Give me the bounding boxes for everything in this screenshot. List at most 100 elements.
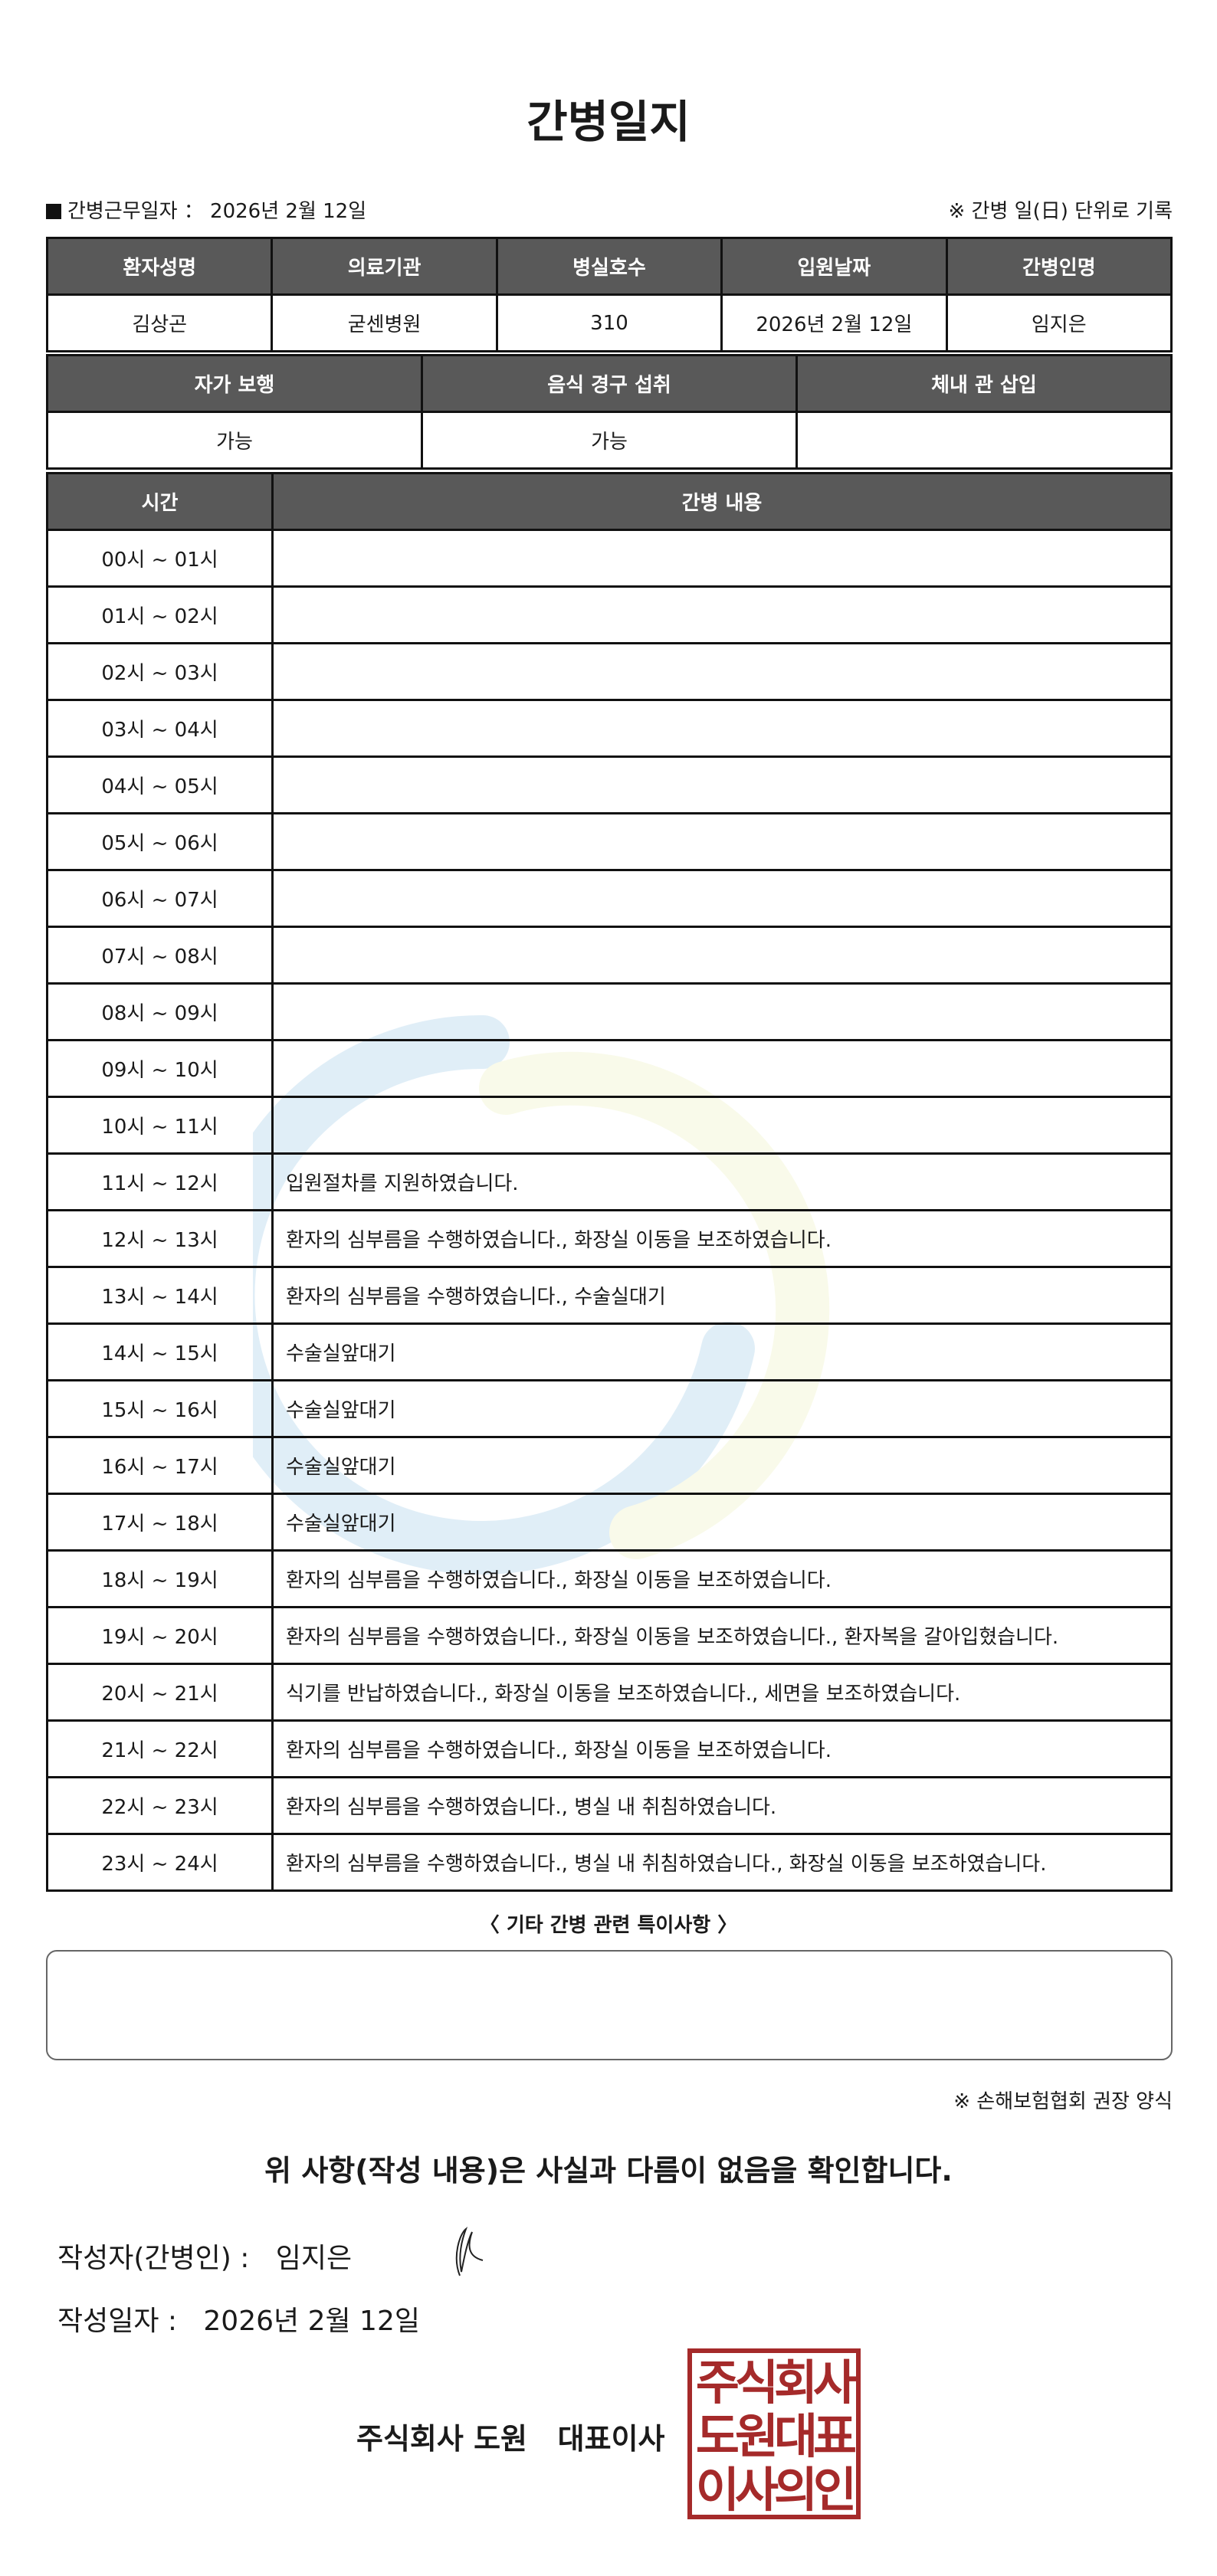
written-date-value: 2026년 2월 12일 bbox=[203, 2306, 420, 2337]
company-representative: 주식회사 도원 대표이사 bbox=[356, 2422, 665, 2456]
time-cell: 22시 ~ 23시 bbox=[46, 1776, 274, 1835]
content-cell: 환자의 심부름을 수행하였습니다., 수술실대기 bbox=[271, 1266, 1173, 1325]
form-note: ※ 손해보험협회 권장 양식 bbox=[953, 2090, 1173, 2113]
time-cell: 11시 ~ 12시 bbox=[46, 1152, 274, 1211]
header-admission-date: 입원날짜 bbox=[720, 237, 948, 296]
content-cell: 수술실앞대기 bbox=[271, 1322, 1173, 1381]
time-cell: 13시 ~ 14시 bbox=[46, 1266, 274, 1325]
time-cell: 21시 ~ 22시 bbox=[46, 1719, 274, 1778]
table-row: 12시 ~ 13시 환자의 심부름을 수행하였습니다., 화장실 이동을 보조하였… bbox=[46, 1209, 1173, 1268]
special-notes-title: 〈 기타 간병 관련 특이사항 〉 bbox=[479, 1914, 738, 1937]
content-cell bbox=[271, 812, 1173, 871]
special-notes-box[interactable] bbox=[46, 1950, 1173, 2060]
oral-intake-value: 가능 bbox=[421, 411, 798, 470]
table-row: 17시 ~ 18시 수술실앞대기 bbox=[46, 1493, 1173, 1552]
patient-name: 김상곤 bbox=[45, 293, 274, 352]
time-cell: 15시 ~ 16시 bbox=[46, 1379, 274, 1438]
header-time: 시간 bbox=[46, 472, 274, 531]
content-cell bbox=[271, 1096, 1173, 1155]
work-date-text: 간병근무일자 ： 2026년 2월 12일 bbox=[67, 200, 367, 223]
hospital: 굳센병원 bbox=[271, 293, 498, 352]
care-log-table: 시간 간병 내용 00시 ~ 01시 01시 ~ 02시 02시 ~ 03시 03시 … bbox=[46, 472, 1173, 1892]
table-row: 13시 ~ 14시 환자의 심부름을 수행하였습니다., 수술실대기 bbox=[46, 1266, 1173, 1325]
table-row: 20시 ~ 21시 식기를 반납하였습니다., 화장실 이동을 보조하였습니다.,… bbox=[46, 1663, 1173, 1722]
table-row: 23시 ~ 24시 환자의 심부름을 수행하였습니다., 병실 내 취침하였습니다… bbox=[46, 1833, 1173, 1892]
table-row: 04시 ~ 05시 bbox=[46, 755, 1173, 814]
content-cell: 입원절차를 지원하였습니다. bbox=[271, 1152, 1173, 1211]
time-cell: 23시 ~ 24시 bbox=[46, 1833, 274, 1892]
table-row: 09시 ~ 10시 bbox=[46, 1039, 1173, 1098]
table-row: 03시 ~ 04시 bbox=[46, 699, 1173, 758]
walking-value: 가능 bbox=[46, 411, 423, 470]
written-date-line: 작성일자 : 2026년 2월 12일 bbox=[57, 2299, 420, 2338]
admission-date: 2026년 2월 12일 bbox=[720, 293, 948, 352]
tube-value bbox=[795, 411, 1173, 470]
table-row: 15시 ~ 16시 수술실앞대기 bbox=[46, 1379, 1173, 1438]
content-cell: 환자의 심부름을 수행하였습니다., 병실 내 취침하였습니다. bbox=[271, 1776, 1173, 1835]
content-cell bbox=[271, 529, 1173, 588]
content-cell bbox=[271, 755, 1173, 814]
time-cell: 00시 ~ 01시 bbox=[46, 529, 274, 588]
time-cell: 16시 ~ 17시 bbox=[46, 1436, 274, 1495]
table-row: 10시 ~ 11시 bbox=[46, 1096, 1173, 1155]
time-cell: 09시 ~ 10시 bbox=[46, 1039, 274, 1098]
header-patient-name: 환자성명 bbox=[45, 237, 274, 296]
time-cell: 04시 ~ 05시 bbox=[46, 755, 274, 814]
time-cell: 08시 ~ 09시 bbox=[46, 982, 274, 1041]
header-content: 간병 내용 bbox=[271, 472, 1173, 531]
content-cell: 수술실앞대기 bbox=[271, 1436, 1173, 1495]
time-cell: 06시 ~ 07시 bbox=[46, 869, 274, 928]
table-row: 00시 ~ 01시 bbox=[46, 529, 1173, 588]
time-cell: 19시 ~ 20시 bbox=[46, 1606, 274, 1665]
content-cell bbox=[271, 1039, 1173, 1098]
status-table: 자가 보행 음식 경구 섭취 체내 관 삽입 가능 가능 bbox=[46, 354, 1173, 470]
table-row: 11시 ~ 12시 입원절차를 지원하였습니다. bbox=[46, 1152, 1173, 1211]
table-row: 18시 ~ 19시 환자의 심부름을 수행하였습니다., 화장실 이동을 보조하였… bbox=[46, 1549, 1173, 1608]
writer-name: 임지은 bbox=[275, 2243, 353, 2274]
content-cell: 환자의 심부름을 수행하였습니다., 병실 내 취침하였습니다., 화장실 이동… bbox=[271, 1833, 1173, 1892]
signature-icon bbox=[455, 2227, 484, 2276]
table-row: 16시 ~ 17시 수술실앞대기 bbox=[46, 1436, 1173, 1495]
header-room: 병실호수 bbox=[495, 237, 723, 296]
written-date-label: 작성일자 : bbox=[57, 2306, 178, 2337]
table-row: 01시 ~ 02시 bbox=[46, 585, 1173, 644]
patient-table: 환자성명 의료기관 병실호수 입원날짜 간병인명 김상곤 굳센병원 310 20… bbox=[45, 237, 1173, 352]
table-row: 06시 ~ 07시 bbox=[46, 869, 1173, 928]
rule-note: ※ 간병 일(日) 단위로 기록 bbox=[948, 200, 1173, 223]
writer-label: 작성자(간병인) : bbox=[57, 2243, 250, 2274]
header-caregiver: 간병인명 bbox=[945, 237, 1173, 296]
table-row: 02시 ~ 03시 bbox=[46, 642, 1173, 701]
content-cell: 식기를 반납하였습니다., 화장실 이동을 보조하였습니다., 세면을 보조하였… bbox=[271, 1663, 1173, 1722]
content-cell: 수술실앞대기 bbox=[271, 1493, 1173, 1552]
table-row: 21시 ~ 22시 환자의 심부름을 수행하였습니다., 화장실 이동을 보조하였… bbox=[46, 1719, 1173, 1778]
page-title: 간병일지 bbox=[526, 96, 691, 148]
time-cell: 17시 ~ 18시 bbox=[46, 1493, 274, 1552]
header-walking: 자가 보행 bbox=[46, 354, 423, 413]
content-cell bbox=[271, 869, 1173, 928]
work-date: 간병근무일자 ： 2026년 2월 12일 bbox=[46, 195, 366, 224]
content-cell: 환자의 심부름을 수행하였습니다., 화장실 이동을 보조하였습니다. bbox=[271, 1209, 1173, 1268]
time-cell: 20시 ~ 21시 bbox=[46, 1663, 274, 1722]
content-cell: 환자의 심부름을 수행하였습니다., 화장실 이동을 보조하였습니다. bbox=[271, 1549, 1173, 1608]
table-row: 07시 ~ 08시 bbox=[46, 926, 1173, 985]
content-cell: 수술실앞대기 bbox=[271, 1379, 1173, 1438]
content-cell: 환자의 심부름을 수행하였습니다., 화장실 이동을 보조하였습니다. bbox=[271, 1719, 1173, 1778]
time-cell: 10시 ~ 11시 bbox=[46, 1096, 274, 1155]
time-cell: 14시 ~ 15시 bbox=[46, 1322, 274, 1381]
header-tube: 체내 관 삽입 bbox=[795, 354, 1173, 413]
header-hospital: 의료기관 bbox=[271, 237, 498, 296]
time-cell: 03시 ~ 04시 bbox=[46, 699, 274, 758]
time-cell: 02시 ~ 03시 bbox=[46, 642, 274, 701]
header-oral-intake: 음식 경구 섭취 bbox=[421, 354, 798, 413]
square-bullet-icon bbox=[46, 204, 61, 219]
content-cell: 환자의 심부름을 수행하였습니다., 화장실 이동을 보조하였습니다., 환자복… bbox=[271, 1606, 1173, 1665]
writer-line: 작성자(간병인) : 임지은 bbox=[57, 2236, 352, 2276]
room-number: 310 bbox=[495, 293, 723, 352]
table-row: 05시 ~ 06시 bbox=[46, 812, 1173, 871]
table-row: 08시 ~ 09시 bbox=[46, 982, 1173, 1041]
content-cell bbox=[271, 585, 1173, 644]
table-row: 22시 ~ 23시 환자의 심부름을 수행하였습니다., 병실 내 취침하였습니다… bbox=[46, 1776, 1173, 1835]
time-cell: 01시 ~ 02시 bbox=[46, 585, 274, 644]
time-cell: 18시 ~ 19시 bbox=[46, 1549, 274, 1608]
content-cell bbox=[271, 642, 1173, 701]
